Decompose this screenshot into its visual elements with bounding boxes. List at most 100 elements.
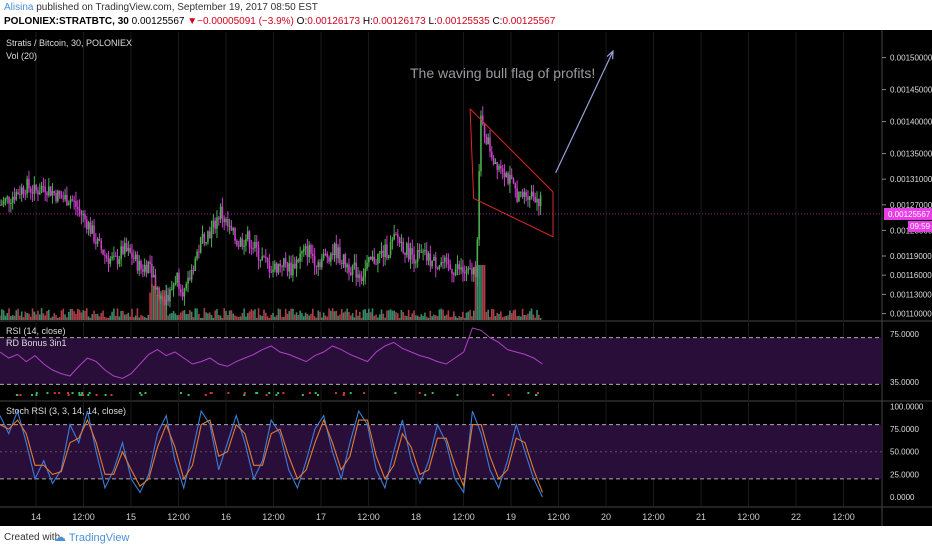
signal-dot — [209, 392, 212, 394]
author-link[interactable]: Alisina — [4, 2, 34, 13]
candle-body — [348, 264, 350, 273]
volume-bar — [528, 311, 531, 320]
volume-bar — [176, 315, 178, 320]
signal-dot — [104, 394, 107, 396]
candle-body — [528, 196, 531, 200]
candle-body — [346, 264, 348, 268]
signal-dot — [243, 392, 246, 394]
high-label: H: — [362, 16, 373, 27]
volume-bar — [116, 308, 119, 320]
candle-body — [246, 231, 249, 240]
candle-body — [152, 274, 155, 278]
volume-bar — [534, 317, 536, 320]
volume-bar — [76, 308, 79, 320]
volume-bar — [295, 312, 298, 320]
volume-bar — [183, 310, 186, 320]
candle-body — [317, 262, 320, 267]
candle-body — [203, 233, 206, 244]
tradingview-logo[interactable]: ☁ TradingView — [54, 530, 129, 544]
volume-bar — [474, 265, 477, 320]
candle-body — [478, 171, 480, 240]
candle-body — [227, 219, 229, 227]
candle-body — [456, 264, 459, 269]
candle-body — [207, 231, 209, 243]
volume-bar — [227, 315, 229, 320]
candle-body — [375, 263, 377, 265]
candle-body — [109, 258, 112, 264]
signal-dot — [308, 392, 311, 394]
volume-bar — [333, 311, 336, 320]
volume-bar — [111, 311, 113, 320]
signal-dot — [78, 392, 81, 394]
candle-body — [371, 256, 374, 260]
volume-bar — [279, 309, 282, 320]
candle-body — [360, 278, 363, 281]
x-tick-label: 12:00 — [832, 512, 855, 522]
candle-body — [208, 231, 211, 239]
volume-bar — [386, 310, 388, 320]
candle-body — [288, 262, 291, 272]
candle-body — [501, 168, 504, 173]
volume-bar — [4, 315, 7, 320]
volume-bar — [236, 316, 238, 320]
volume-bar — [257, 308, 260, 320]
candle-body — [170, 289, 173, 291]
volume-bar — [359, 311, 361, 320]
candle-body — [521, 191, 524, 197]
candle-body — [4, 198, 7, 201]
candle-body — [393, 234, 395, 240]
candle-body — [239, 238, 242, 247]
candle-body — [476, 239, 479, 277]
signal-dot — [507, 394, 510, 396]
candle-body — [523, 192, 526, 197]
volume-label: Vol (20) — [6, 51, 37, 61]
volume-bar — [66, 317, 68, 320]
chart-canvas[interactable]: 14 12:00 15 12:00 16 12:00 17 12:00 18 12:00 19 12:… — [0, 30, 932, 526]
candle-body — [272, 269, 274, 272]
volume-bar — [516, 316, 518, 320]
volume-bar — [51, 316, 54, 320]
candle-body — [454, 268, 457, 276]
volume-bar — [24, 311, 27, 320]
candle-body — [187, 277, 189, 284]
candle-body — [369, 256, 372, 260]
candle-body — [304, 246, 307, 249]
candle-body — [24, 193, 27, 195]
candle-body — [29, 188, 32, 193]
candle-body — [180, 288, 182, 293]
y-tick-label: 0.00140000 — [890, 118, 932, 127]
volume-bar — [353, 317, 356, 320]
candle-body — [514, 183, 517, 189]
candle-body — [93, 225, 95, 242]
candle-body — [181, 292, 184, 297]
volume-bar — [104, 316, 106, 320]
volume-bar — [46, 311, 48, 320]
candle-body — [104, 254, 106, 256]
volume-bar — [10, 316, 12, 320]
x-tick-label: 12:00 — [642, 512, 665, 522]
volume-bar — [465, 312, 468, 320]
volume-bar — [433, 314, 435, 320]
volume-bar — [223, 308, 226, 320]
x-tick-label: 20 — [601, 512, 611, 522]
volume-bar — [147, 314, 150, 320]
volume-bar — [539, 317, 542, 320]
candle-body — [46, 192, 48, 196]
volume-bar — [268, 317, 271, 320]
volume-bar — [521, 308, 524, 320]
candle-body — [308, 245, 310, 257]
volume-bar — [199, 317, 202, 320]
candle-body — [396, 234, 399, 238]
volume-bar — [248, 311, 251, 320]
volume-bar — [299, 310, 301, 320]
volume-bar — [331, 308, 334, 320]
volume-bar — [31, 308, 34, 320]
candle-body — [219, 206, 222, 220]
candle-body — [516, 188, 518, 202]
signal-dot — [424, 394, 427, 396]
candle-body — [261, 256, 263, 261]
candle-body — [214, 220, 216, 229]
arrow-line — [555, 50, 614, 174]
signal-dot — [80, 394, 83, 396]
candle-body — [2, 200, 5, 205]
